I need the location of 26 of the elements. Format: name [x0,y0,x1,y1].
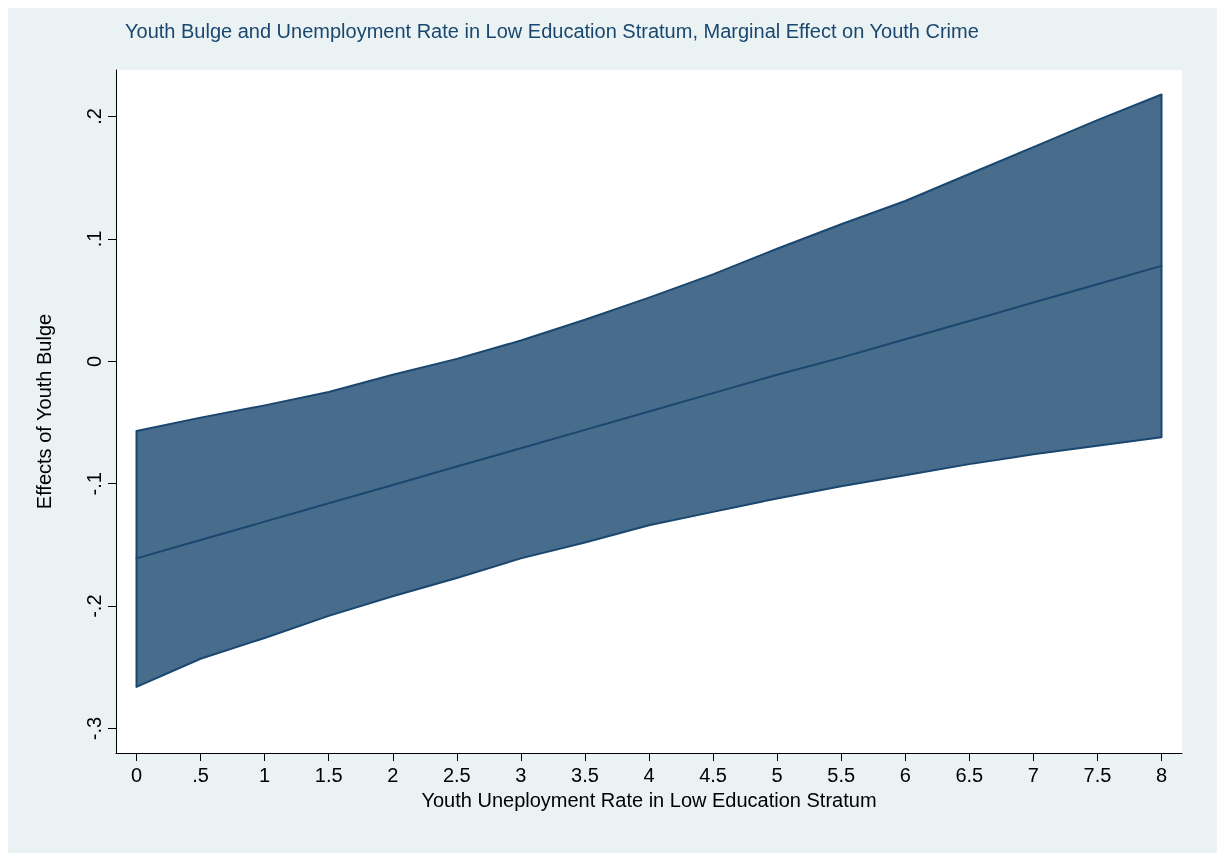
x-tick-label: 5.5 [827,764,856,786]
x-tick-label: 6.5 [955,764,984,786]
y-tick-label: -.1 [83,472,105,496]
x-tick-label: 8 [1155,764,1168,786]
y-axis-title: Effects of Youth Bulge [33,313,55,510]
x-tick-label: 5 [771,764,783,786]
x-tick-label: 3.5 [571,764,599,786]
x-tick-label: 1 [259,764,271,786]
y-tick-label: -.3 [83,716,105,741]
chart-title: Youth Bulge and Unemployment Rate in Low Education Stratum, Marginal Effect on Youth Crime [125,20,979,42]
x-tick-label: 4 [643,764,655,786]
y-tick-label: .1 [83,230,105,248]
x-tick-label: 0 [130,764,143,786]
x-tick-label: 4.5 [699,764,727,786]
x-tick-label: 7 [1027,764,1039,786]
x-tick-label: 2.5 [442,764,471,786]
y-tick-label: 0 [83,355,105,367]
x-tick-label: 7.5 [1083,764,1112,786]
x-tick-label: 1.5 [314,764,343,786]
y-tick-label: -.2 [83,594,105,618]
x-tick-label: 3 [515,764,527,786]
x-axis-title: Youth Uneployment Rate in Low Education Stratum [421,788,877,811]
x-tick-label: 2 [387,764,399,786]
y-tick-label: .2 [83,108,105,125]
x-tick-label: 6 [899,764,911,786]
x-tick-label: .5 [192,764,209,786]
